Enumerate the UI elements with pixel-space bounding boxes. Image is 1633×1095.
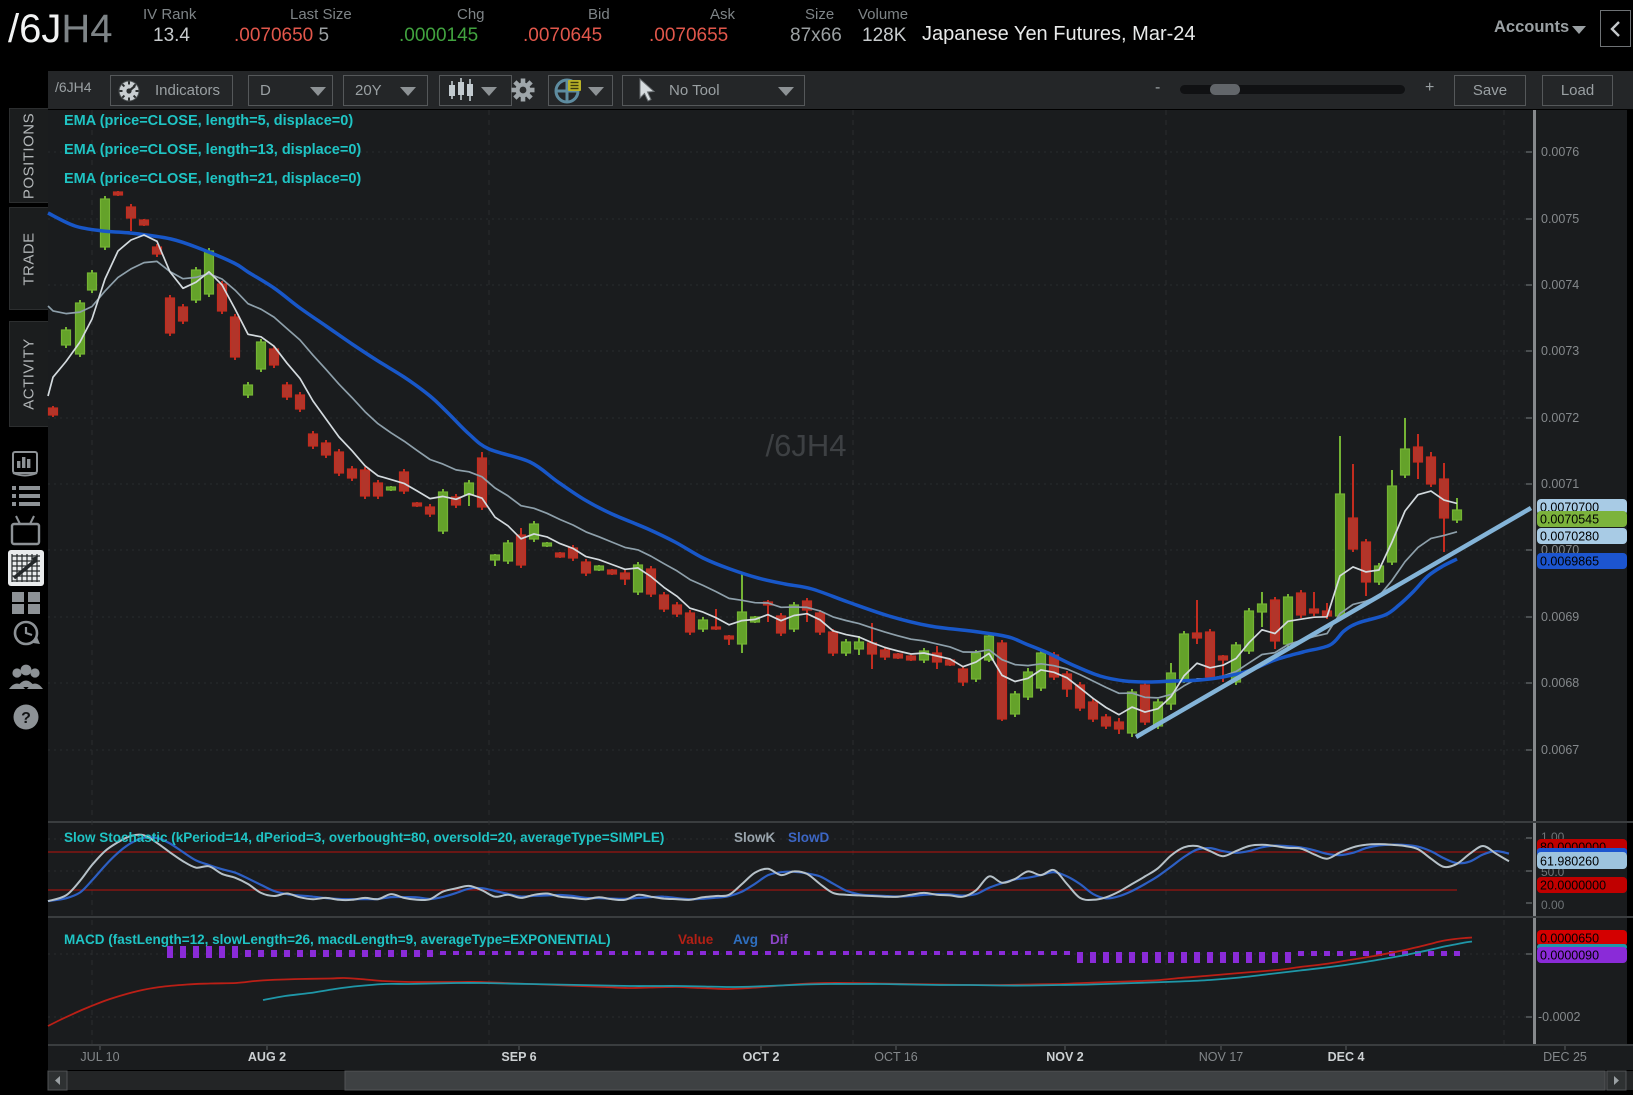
svg-text:0.0073: 0.0073 xyxy=(1541,344,1579,358)
svg-text:NOV 17: NOV 17 xyxy=(1199,1050,1244,1064)
svg-text:SlowK: SlowK xyxy=(734,830,776,845)
svg-text:0.0068: 0.0068 xyxy=(1541,676,1579,690)
svg-text:0.00: 0.00 xyxy=(1541,898,1565,912)
svg-text:DEC 25: DEC 25 xyxy=(1543,1050,1587,1064)
svg-text:0.0000090: 0.0000090 xyxy=(1540,949,1599,963)
svg-text:0.0070280: 0.0070280 xyxy=(1540,530,1599,544)
svg-text:0.0072: 0.0072 xyxy=(1541,411,1579,425)
svg-text:61.980260: 61.980260 xyxy=(1540,855,1599,869)
svg-text:JUL 10: JUL 10 xyxy=(80,1050,119,1064)
svg-text:20.0000000: 20.0000000 xyxy=(1540,879,1606,893)
svg-text:DEC 4: DEC 4 xyxy=(1328,1050,1365,1064)
svg-text:Avg: Avg xyxy=(733,932,758,947)
svg-text:0.0070545: 0.0070545 xyxy=(1540,513,1599,527)
svg-text:0.0000650: 0.0000650 xyxy=(1540,932,1599,946)
svg-text:OCT 2: OCT 2 xyxy=(743,1050,780,1064)
svg-text:0.0075: 0.0075 xyxy=(1541,212,1579,226)
svg-text:-0.0002: -0.0002 xyxy=(1538,1010,1580,1024)
svg-text:SEP 6: SEP 6 xyxy=(501,1050,536,1064)
svg-text:Value: Value xyxy=(678,932,714,947)
svg-text:/6JH4: /6JH4 xyxy=(766,428,847,463)
svg-text:Dif: Dif xyxy=(770,932,789,947)
svg-text:EMA (price=CLOSE, length=5, di: EMA (price=CLOSE, length=5, displace=0) xyxy=(64,113,353,129)
svg-text:0.0076: 0.0076 xyxy=(1541,145,1579,159)
svg-text:0.0067: 0.0067 xyxy=(1541,743,1579,757)
svg-text:Slow Stochastic (kPeriod=14, d: Slow Stochastic (kPeriod=14, dPeriod=3, … xyxy=(64,830,664,845)
svg-text:MACD (fastLength=12, slowLengt: MACD (fastLength=12, slowLength=26, macd… xyxy=(64,932,611,947)
svg-text:0.0074: 0.0074 xyxy=(1541,278,1579,292)
svg-text:NOV 2: NOV 2 xyxy=(1046,1050,1084,1064)
svg-text:EMA (price=CLOSE, length=21, d: EMA (price=CLOSE, length=21, displace=0) xyxy=(64,171,361,187)
svg-text:0.0069: 0.0069 xyxy=(1541,610,1579,624)
svg-text:SlowD: SlowD xyxy=(788,830,830,845)
svg-text:?: ? xyxy=(21,710,31,727)
svg-text:0.0071: 0.0071 xyxy=(1541,477,1579,491)
svg-text:0.0069865: 0.0069865 xyxy=(1540,555,1599,569)
svg-text:EMA (price=CLOSE, length=13, d: EMA (price=CLOSE, length=13, displace=0) xyxy=(64,142,361,158)
svg-text:AUG 2: AUG 2 xyxy=(248,1050,286,1064)
svg-text:OCT 16: OCT 16 xyxy=(874,1050,918,1064)
